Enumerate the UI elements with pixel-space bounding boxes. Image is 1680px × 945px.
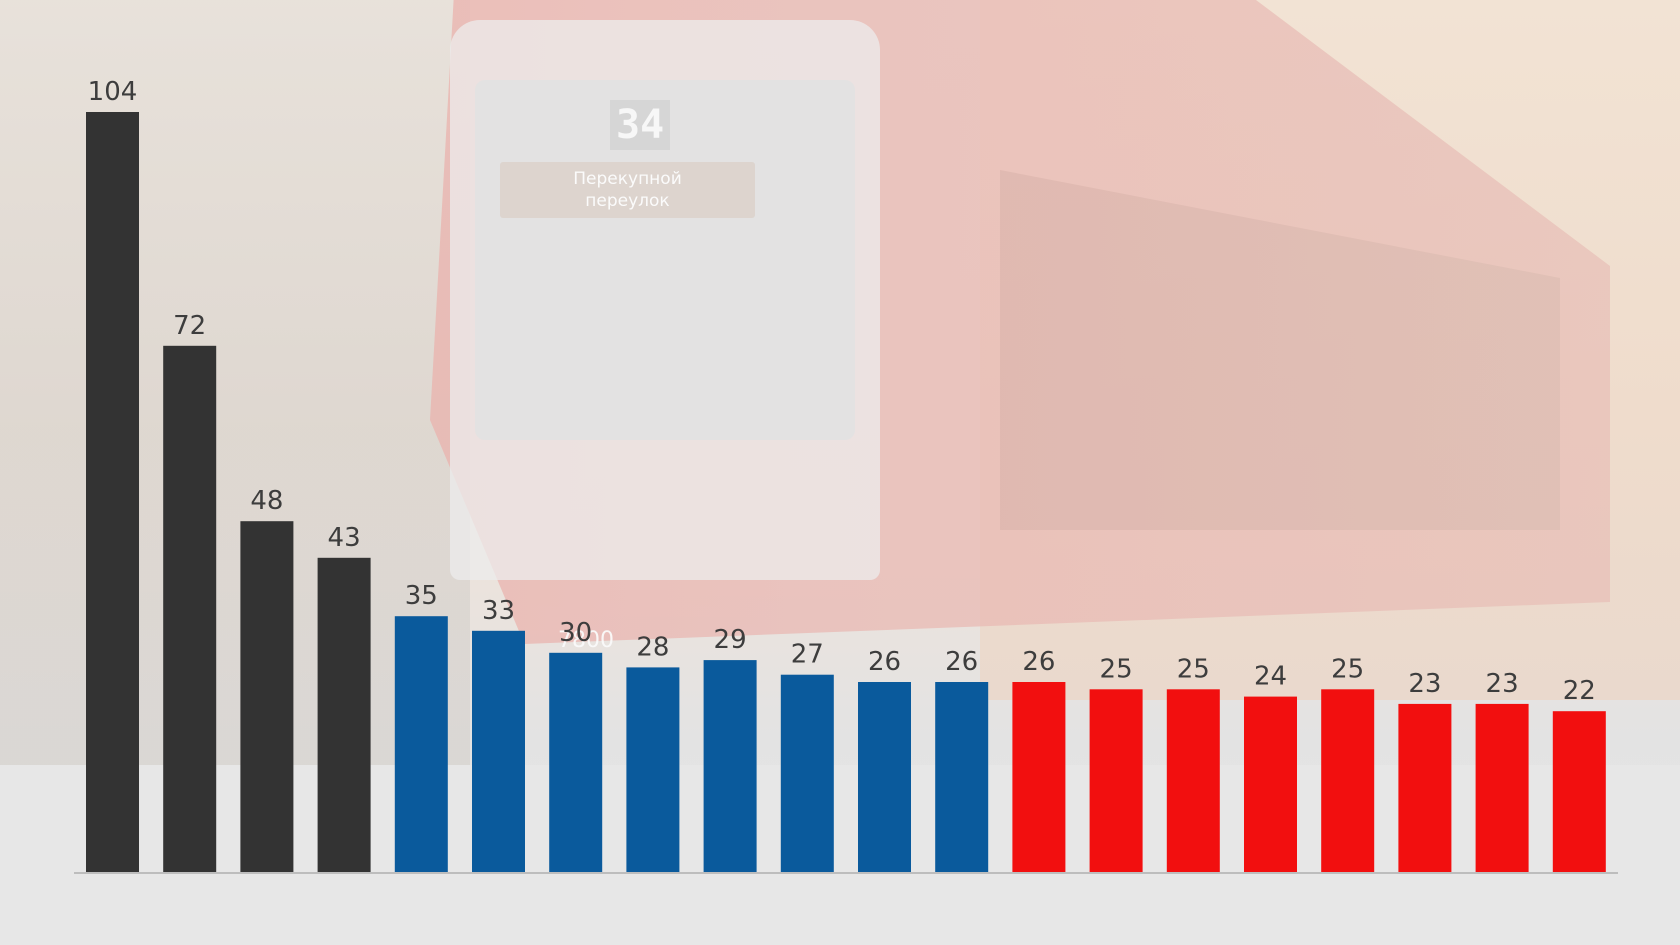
tram-destination-sign xyxy=(500,162,755,218)
tram-route-number: 34 xyxy=(610,100,671,150)
value-labels-group: 104 72 48 43 35 33 30 28 29 27 26 26 26 25 25 24 25 23 23 2… xyxy=(88,77,1596,706)
bar-5 xyxy=(394,616,448,872)
value-label-18: 23 xyxy=(1408,669,1441,699)
bar-3 xyxy=(240,521,294,872)
value-label-6: 33 xyxy=(482,596,515,626)
bar-10 xyxy=(780,674,834,872)
bar-13 xyxy=(1012,682,1066,872)
value-label-14: 25 xyxy=(1100,654,1133,684)
bar-18 xyxy=(1398,703,1452,872)
value-label-11: 26 xyxy=(868,647,901,677)
value-label-2: 72 xyxy=(173,311,206,341)
tram-destination-text: Перекупной переулок xyxy=(500,168,755,212)
bar-6 xyxy=(472,630,525,872)
bar-20 xyxy=(1552,711,1606,872)
tram-fleet-number: 7800 xyxy=(558,628,614,653)
bar-12 xyxy=(935,682,989,872)
value-label-9: 29 xyxy=(714,625,747,655)
bars-group xyxy=(86,112,1606,872)
bar-1 xyxy=(86,112,139,872)
bar-14 xyxy=(1089,689,1143,872)
bar-17 xyxy=(1321,689,1375,872)
value-label-15: 25 xyxy=(1177,654,1210,684)
bar-2 xyxy=(163,345,217,872)
bar-16 xyxy=(1244,696,1297,872)
bar-9 xyxy=(703,660,757,872)
value-label-1: 104 xyxy=(88,77,138,107)
bar-19 xyxy=(1475,703,1529,872)
value-label-16: 24 xyxy=(1254,662,1287,692)
destination-line-2: переулок xyxy=(585,191,670,211)
value-label-19: 23 xyxy=(1486,669,1519,699)
value-label-12: 26 xyxy=(945,647,978,677)
bar-4 xyxy=(317,557,371,872)
value-label-8: 28 xyxy=(636,632,669,662)
bar-8 xyxy=(626,667,680,872)
value-label-13: 26 xyxy=(1022,647,1055,677)
value-label-5: 35 xyxy=(405,581,438,611)
value-label-20: 22 xyxy=(1563,676,1596,706)
value-label-17: 25 xyxy=(1331,654,1364,684)
bar-15 xyxy=(1166,689,1220,872)
value-label-7: 30 xyxy=(559,618,592,648)
bar-7 xyxy=(549,652,603,872)
value-label-3: 48 xyxy=(250,486,283,516)
bar-11 xyxy=(858,682,911,872)
value-label-10: 27 xyxy=(791,640,824,670)
destination-line-1: Перекупной xyxy=(573,169,682,189)
value-label-4: 43 xyxy=(328,523,361,553)
background-building-photo xyxy=(0,0,470,780)
